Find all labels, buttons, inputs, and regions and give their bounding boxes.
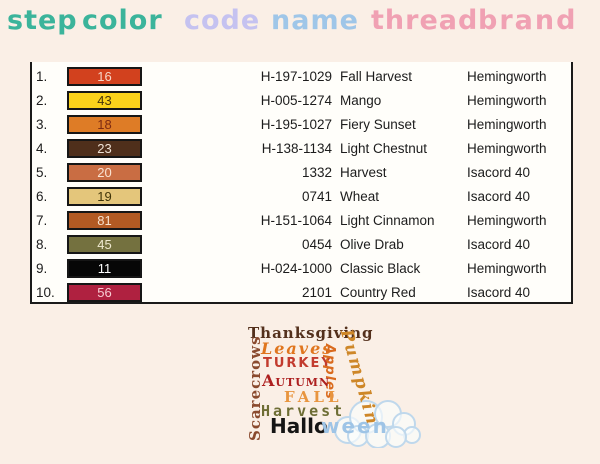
thread-code: 0454: [301, 236, 332, 252]
color-swatch: 45: [67, 234, 142, 254]
color-swatch: 23: [67, 138, 142, 158]
step-number: 5.: [36, 164, 48, 180]
thread-brand: Hemingworth: [467, 68, 547, 84]
header-word-step: Step: [7, 5, 78, 36]
table-row: 3. 18 H-195-1027 Fiery Sunset Hemingworth: [32, 112, 571, 136]
header-word-thread: Thread: [371, 5, 479, 36]
thread-code: 0741: [301, 188, 332, 204]
thread-name: Country Red: [340, 284, 416, 300]
table-row: 1. 16 H-197-1029 Fall Harvest Hemingworth: [32, 64, 571, 88]
thread-code: H-195-1027: [260, 116, 332, 132]
thread-name: Fall Harvest: [340, 68, 413, 84]
thread-brand: Isacord 40: [467, 284, 531, 300]
table-row: 4. 23 H-138-1134 Light Chestnut Hemingworth: [32, 136, 571, 160]
cloud-watermark-icon: [334, 400, 421, 448]
wordart-thanksgiving: Thanksgiving: [248, 324, 374, 342]
wordart-harvest: Harvest: [261, 402, 346, 420]
wordart-apples: Apples: [322, 344, 337, 400]
wordart-leaves: Leaves: [261, 339, 334, 358]
wordart-turkey: Turkey: [263, 356, 333, 371]
thread-code: H-138-1134: [261, 140, 332, 156]
step-number: 6.: [36, 188, 48, 204]
wordart-halloween-ween: ween: [321, 414, 389, 438]
table-row: 9. 11 H-024-1000 Classic Black Hemingworth: [32, 256, 571, 280]
thread-name: Olive Drab: [340, 236, 404, 252]
table-row: 6. 19 0741 Wheat Isacord 40: [32, 184, 571, 208]
table-row: 7. 81 H-151-1064 Light Cinnamon Hemingworth: [32, 208, 571, 232]
step-number: 2.: [36, 92, 48, 108]
step-number: 1.: [36, 68, 48, 84]
thread-code: H-024-1000: [260, 260, 332, 276]
thread-name: Fiery Sunset: [340, 116, 416, 132]
table-row: 8. 45 0454 Olive Drab Isacord 40: [32, 232, 571, 256]
color-swatch: 56: [67, 282, 142, 302]
thread-code: H-151-1064: [260, 212, 332, 228]
table-row: 2. 43 H-005-1274 Mango Hemingworth: [32, 88, 571, 112]
header-word-color: Color: [82, 5, 163, 36]
thread-brand: Hemingworth: [467, 92, 547, 108]
thread-code: H-197-1029: [260, 68, 332, 84]
wordart-fall: FALL: [284, 388, 343, 406]
thread-name: Mango: [340, 92, 382, 108]
header-word-name: Name: [271, 5, 359, 36]
wordart-halloween-hallo: Hallo: [270, 414, 328, 438]
thread-table: 1. 16 H-197-1029 Fall Harvest Hemingworth 2. 4…: [30, 62, 573, 304]
color-swatch: 16: [67, 66, 142, 86]
step-number: 8.: [36, 236, 48, 252]
thread-name: Light Chestnut: [340, 140, 428, 156]
thread-brand: Hemingworth: [467, 212, 547, 228]
thread-brand: Isacord 40: [467, 236, 531, 252]
table-row: 10. 56 2101 Country Red Isacord 40: [32, 280, 571, 304]
step-number: 3.: [36, 116, 48, 132]
color-swatch: 19: [67, 186, 142, 206]
color-swatch: 81: [67, 210, 142, 230]
color-swatch: 20: [67, 162, 142, 182]
wordart-pumpkin: Pumpkin: [335, 327, 383, 429]
thread-name: Wheat: [340, 188, 380, 204]
wordart-scarecrows: Scarecrows: [246, 335, 264, 441]
wordart-autumn: Autumn: [262, 371, 331, 390]
thread-brand: Hemingworth: [467, 260, 547, 276]
thread-name: Light Cinnamon: [340, 212, 435, 228]
step-number: 10.: [36, 284, 55, 300]
header-word-brand: Brand: [478, 5, 578, 36]
header-word-code: Code: [184, 5, 261, 36]
thread-brand: Hemingworth: [467, 140, 547, 156]
color-swatch: 18: [67, 114, 142, 134]
step-number: 7.: [36, 212, 48, 228]
thread-brand: Hemingworth: [467, 116, 547, 132]
thread-code: 2101: [301, 284, 332, 300]
color-swatch: 11: [67, 258, 142, 278]
thread-code: H-005-1274: [260, 92, 332, 108]
thread-brand: Isacord 40: [467, 164, 531, 180]
color-swatch: 43: [67, 90, 142, 110]
thread-code: 1332: [301, 164, 332, 180]
thread-brand: Isacord 40: [467, 188, 531, 204]
step-number: 9.: [36, 260, 48, 276]
thread-name: Classic Black: [340, 260, 421, 276]
table-row: 5. 20 1332 Harvest Isacord 40: [32, 160, 571, 184]
thread-name: Harvest: [340, 164, 387, 180]
step-number: 4.: [36, 140, 48, 156]
